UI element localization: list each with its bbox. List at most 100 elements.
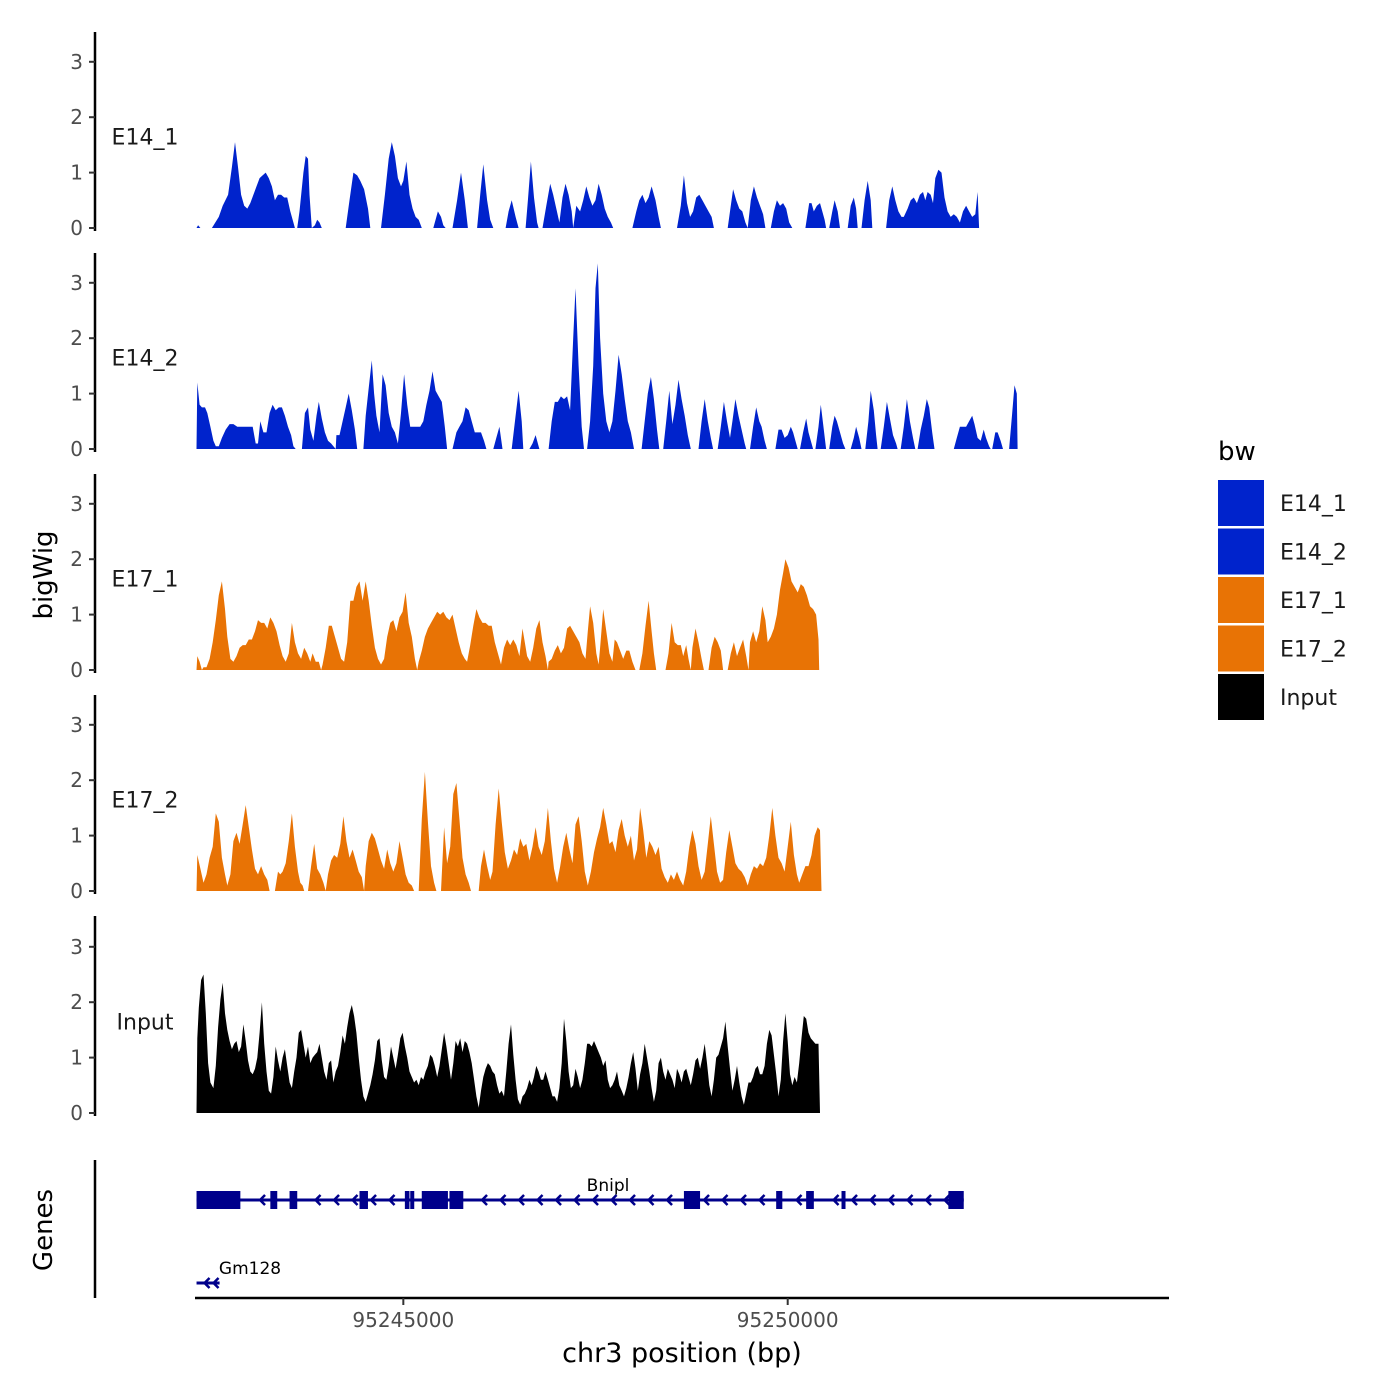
coverage-tracks: 0 1 2 3 E14_1 0 1 2 3 E14_2 0 1 2 3 E17_1 0 1 2 3 E17_2 0 1 2 3… [70, 32, 1018, 1125]
exon [841, 1191, 846, 1209]
strand-arrow [850, 1194, 858, 1206]
track-label: E17_1 [112, 568, 179, 593]
legend-key-E17_2 [1218, 625, 1264, 672]
strand-arrow [313, 1194, 322, 1206]
gene-label: Gm128 [219, 1259, 281, 1279]
track-label: E14_1 [112, 126, 179, 151]
strand-arrow [831, 1194, 840, 1206]
gene-label: Bnipl [587, 1176, 630, 1196]
exon [410, 1191, 415, 1209]
strand-arrow [572, 1194, 581, 1206]
coverage-area-E14_2 [196, 263, 1018, 449]
strand-arrow [211, 1277, 220, 1289]
strand-arrow [720, 1194, 729, 1206]
strand-arrow [887, 1194, 895, 1206]
y-tick-label: 2 [70, 768, 83, 792]
track-label: Input [117, 1011, 174, 1036]
legend-title: bw [1218, 437, 1256, 467]
legend-label: E14_2 [1280, 541, 1347, 566]
strand-arrow [942, 1194, 951, 1206]
gene-track: Bnipl Gm128 [93, 1160, 964, 1298]
y-tick-label: 0 [70, 437, 83, 461]
y-tick-label: 0 [70, 1101, 83, 1125]
x-tick-label: 95250000 [737, 1308, 839, 1332]
strand-arrow [757, 1194, 766, 1206]
y-tick-label: 1 [70, 824, 83, 848]
y-tick-label: 1 [70, 382, 83, 406]
legend-key-E14_2 [1218, 528, 1264, 575]
y-tick-label: 1 [70, 603, 83, 627]
track-E14_1: 0 1 2 3 E14_1 [70, 32, 980, 240]
y-tick-label: 0 [70, 879, 83, 903]
strand-arrow [517, 1194, 525, 1206]
x-tick-label: 95245000 [352, 1308, 454, 1332]
legend-key-E17_1 [1218, 577, 1264, 623]
exon [404, 1191, 410, 1209]
coverage-area-E17_1 [196, 559, 820, 670]
y-tick-label: 3 [70, 713, 83, 737]
track-E17_1: 0 1 2 3 E17_1 [70, 474, 820, 682]
exon [289, 1191, 298, 1209]
strand-arrow [868, 1194, 877, 1206]
legend-key-E14_1 [1218, 480, 1264, 526]
x-axis: 95245000 95250000 [195, 1296, 1169, 1332]
strand-arrow [591, 1194, 599, 1206]
exon [196, 1191, 241, 1209]
track-label: E17_2 [112, 789, 179, 814]
track-E17_2: 0 1 2 3 E17_2 [70, 695, 822, 903]
strand-arrow [387, 1194, 396, 1206]
strand-arrow [202, 1277, 211, 1289]
coverage-area-E14_1 [196, 142, 980, 228]
exon [683, 1191, 701, 1209]
exon [948, 1191, 964, 1209]
exon [270, 1191, 278, 1209]
y-tick-label: 3 [70, 50, 83, 74]
gene-Gm128: Gm128 [196, 1259, 281, 1289]
y-tick-label: 0 [70, 216, 83, 240]
track-E14_2: 0 1 2 3 E14_2 [70, 253, 1018, 461]
exon [359, 1191, 368, 1209]
strand-arrow [924, 1194, 932, 1206]
y-axis-title-genes: Genes [29, 1189, 59, 1271]
y-tick-label: 0 [70, 658, 83, 682]
y-tick-label: 2 [70, 326, 83, 350]
legend-label: E14_1 [1280, 492, 1347, 517]
exon [449, 1191, 464, 1209]
strand-arrow [794, 1194, 803, 1206]
y-tick-label: 1 [70, 161, 83, 185]
y-axis-title-bigwig: bigWig [29, 530, 59, 619]
y-tick-label: 1 [70, 1046, 83, 1070]
coverage-area-E17_2 [196, 771, 822, 891]
strand-arrow [628, 1194, 636, 1206]
legend-label: E17_2 [1280, 638, 1347, 663]
exon [421, 1191, 448, 1209]
legend-label: Input [1280, 686, 1337, 711]
strand-arrow [646, 1194, 655, 1206]
y-tick-label: 3 [70, 271, 83, 295]
y-tick-label: 3 [70, 492, 83, 516]
strand-arrow [369, 1194, 377, 1206]
y-tick-label: 2 [70, 990, 83, 1014]
gene-Bnipl: Bnipl [196, 1176, 964, 1209]
x-axis-title: chr3 position (bp) [562, 1338, 802, 1369]
strand-arrow [609, 1194, 618, 1206]
strand-arrow [665, 1194, 673, 1206]
strand-arrow [905, 1194, 914, 1206]
y-tick-label: 3 [70, 935, 83, 959]
legend-key-Input [1218, 674, 1264, 720]
strand-arrow [535, 1194, 544, 1206]
y-tick-label: 2 [70, 105, 83, 129]
strand-arrow [702, 1194, 710, 1206]
y-tick-label: 2 [70, 547, 83, 571]
strand-arrow [480, 1194, 488, 1206]
exon [776, 1191, 783, 1209]
strand-arrow [332, 1194, 340, 1206]
coverage-area-Input [196, 974, 820, 1113]
exon [806, 1191, 814, 1209]
track-Input: 0 1 2 3 Input [70, 916, 820, 1125]
legend-label: E17_1 [1280, 589, 1347, 614]
strand-arrow [258, 1194, 266, 1206]
strand-arrow [739, 1194, 747, 1206]
strand-arrow [350, 1194, 359, 1206]
